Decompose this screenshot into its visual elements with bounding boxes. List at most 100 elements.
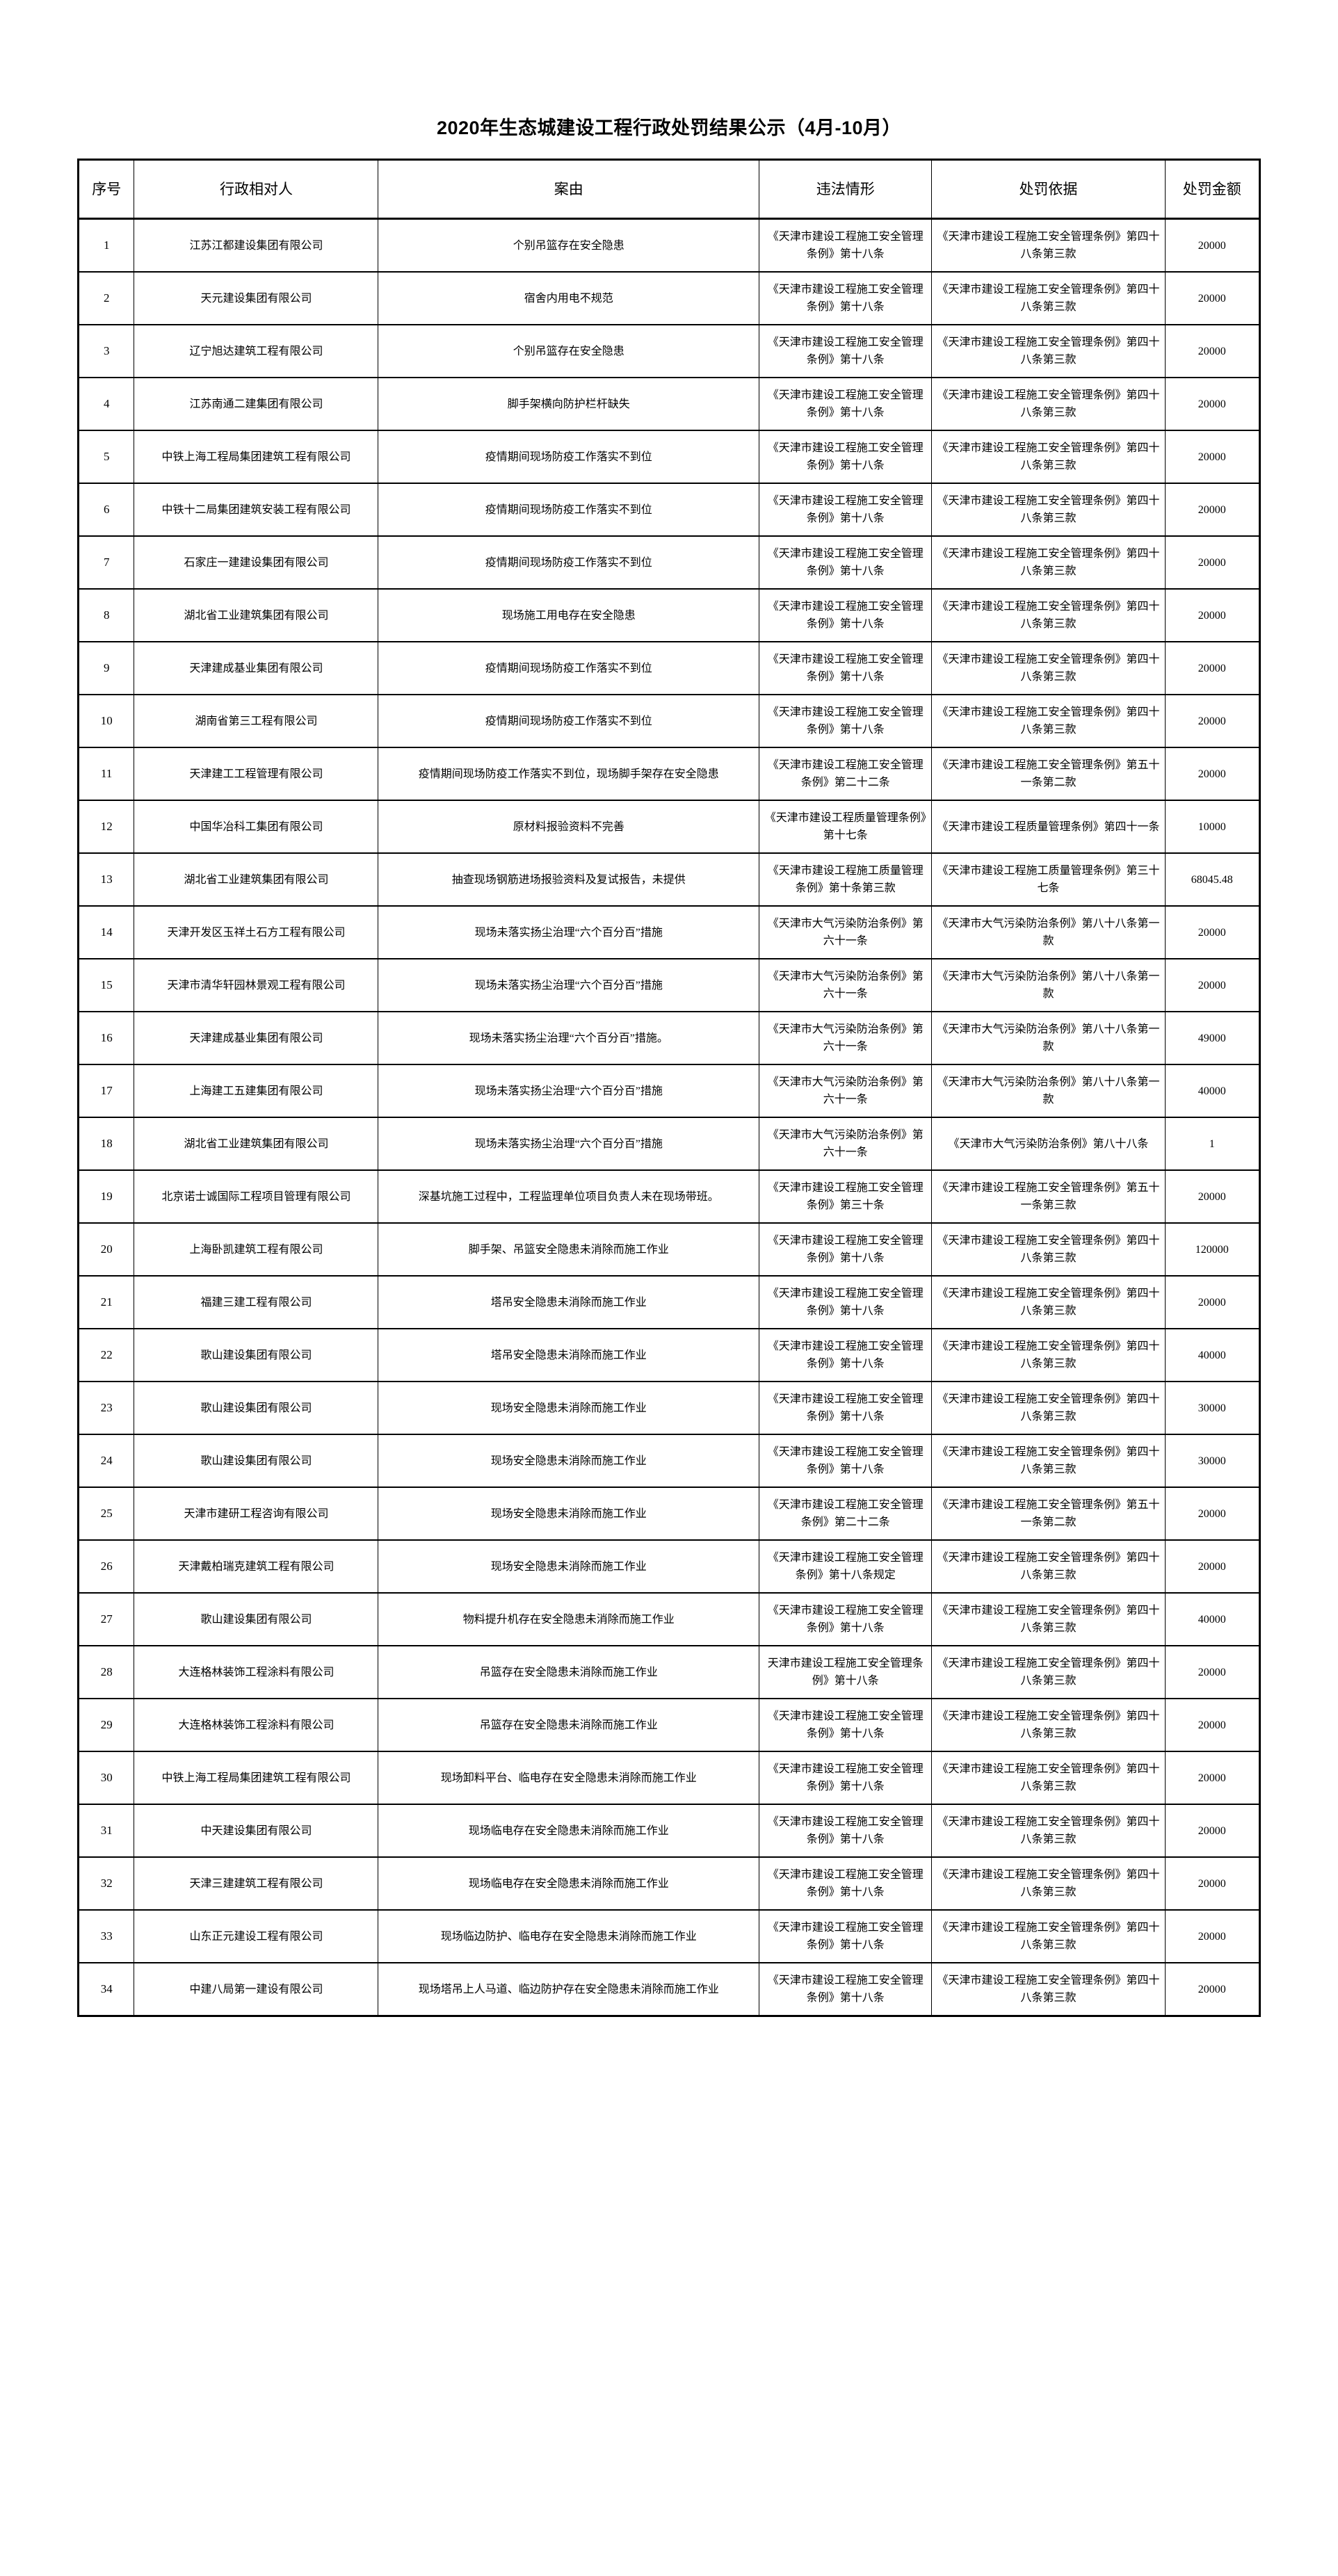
- cell-reason: 现场临电存在安全隐患未消除而施工作业: [378, 1804, 760, 1858]
- cell-violation: 《天津市建设工程施工安全管理条例》第三十条: [759, 1169, 933, 1224]
- cell-violation: 《天津市大气污染防治条例》第六十一条: [759, 1064, 933, 1118]
- cell-basis: 《天津市建设工程施工安全管理条例》第四十八条第三款: [931, 1962, 1166, 2017]
- table-row: 19 北京诺士诚国际工程项目管理有限公司 深基坑施工过程中，工程监理单位项目负责人未…: [77, 1169, 1261, 1224]
- cell-basis: 《天津市建设工程施工安全管理条例》第四十八条第三款: [931, 1539, 1166, 1594]
- cell-amount: 30000: [1164, 1381, 1261, 1435]
- cell-reason: 现场施工用电存在安全隐患: [378, 588, 760, 642]
- cell-basis: 《天津市建设工程施工安全管理条例》第四十八条第三款: [931, 1381, 1166, 1435]
- cell-party: 北京诺士诚国际工程项目管理有限公司: [134, 1169, 379, 1224]
- cell-party: 山东正元建设工程有限公司: [134, 1909, 379, 1963]
- cell-party: 中铁十二局集团建筑安装工程有限公司: [134, 483, 379, 537]
- cell-amount: 20000: [1164, 1909, 1261, 1963]
- cell-amount: 68045.48: [1164, 852, 1261, 907]
- cell-no: 3: [77, 324, 135, 378]
- cell-no: 5: [77, 430, 135, 484]
- cell-basis: 《天津市建设工程施工安全管理条例》第四十八条第三款: [931, 694, 1166, 748]
- cell-reason: 疫情期间现场防疫工作落实不到位: [378, 430, 760, 484]
- cell-violation: 《天津市建设工程施工安全管理条例》第十八条: [759, 1275, 933, 1329]
- cell-violation: 《天津市建设工程施工安全管理条例》第十八条: [759, 377, 933, 431]
- table-row: 2 天元建设集团有限公司 宿舍内用电不规范 《天津市建设工程施工安全管理条例》第十八条…: [77, 271, 1261, 325]
- cell-basis: 《天津市建设工程施工安全管理条例》第四十八条第三款: [931, 1751, 1166, 1805]
- cell-party: 天元建设集团有限公司: [134, 271, 379, 325]
- cell-violation: 《天津市建设工程施工安全管理条例》第二十二条: [759, 747, 933, 801]
- cell-basis: 《天津市建设工程施工安全管理条例》第四十八条第三款: [931, 1222, 1166, 1277]
- cell-reason: 现场塔吊上人马道、临边防护存在安全隐患未消除而施工作业: [378, 1962, 760, 2017]
- cell-amount: 10000: [1164, 800, 1261, 854]
- cell-reason: 现场临电存在安全隐患未消除而施工作业: [378, 1856, 760, 1911]
- cell-amount: 20000: [1164, 1539, 1261, 1594]
- cell-no: 23: [77, 1381, 135, 1435]
- cell-violation: 《天津市建设工程施工安全管理条例》第十八条: [759, 430, 933, 484]
- table-row: 7 石家庄一建建设集团有限公司 疫情期间现场防疫工作落实不到位 《天津市建设工程施工安…: [77, 535, 1261, 590]
- cell-violation: 《天津市建设工程施工安全管理条例》第十八条: [759, 483, 933, 537]
- cell-violation: 《天津市建设工程施工安全管理条例》第十八条: [759, 1856, 933, 1911]
- table-row: 4 江苏南通二建集团有限公司 脚手架横向防护栏杆缺失 《天津市建设工程施工安全管理条例…: [77, 377, 1261, 431]
- cell-amount: 20000: [1164, 1962, 1261, 2017]
- cell-no: 15: [77, 958, 135, 1012]
- cell-reason: 塔吊安全隐患未消除而施工作业: [378, 1328, 760, 1382]
- cell-party: 天津戴柏瑞克建筑工程有限公司: [134, 1539, 379, 1594]
- column-header-amount: 处罚金额: [1164, 159, 1261, 220]
- cell-violation: 《天津市建设工程施工安全管理条例》第十八条: [759, 324, 933, 378]
- cell-basis: 《天津市建设工程施工安全管理条例》第四十八条第三款: [931, 1909, 1166, 1963]
- table-row: 9 天津建成基业集团有限公司 疫情期间现场防疫工作落实不到位 《天津市建设工程施工安全…: [77, 641, 1261, 695]
- cell-amount: 40000: [1164, 1328, 1261, 1382]
- cell-violation: 《天津市大气污染防治条例》第六十一条: [759, 905, 933, 959]
- cell-violation: 《天津市建设工程施工安全管理条例》第十八条规定: [759, 1539, 933, 1594]
- cell-violation: 《天津市建设工程施工安全管理条例》第十八条: [759, 588, 933, 642]
- table-row: 34 中建八局第一建设有限公司 现场塔吊上人马道、临边防护存在安全隐患未消除而施工作…: [77, 1962, 1261, 2017]
- table-row: 29 大连格林装饰工程涂料有限公司 吊篮存在安全隐患未消除而施工作业 《天津市建设工程…: [77, 1698, 1261, 1752]
- table-row: 15 天津市清华轩园林景观工程有限公司 现场未落实扬尘治理“六个百分百”措施 《天津市…: [77, 958, 1261, 1012]
- cell-violation: 《天津市建设工程施工安全管理条例》第十八条: [759, 1804, 933, 1858]
- cell-amount: 20000: [1164, 905, 1261, 959]
- cell-party: 上海建工五建集团有限公司: [134, 1064, 379, 1118]
- cell-reason: 吊篮存在安全隐患未消除而施工作业: [378, 1645, 760, 1699]
- table-row: 23 歌山建设集团有限公司 现场安全隐患未消除而施工作业 《天津市建设工程施工安全管理…: [77, 1381, 1261, 1435]
- cell-party: 中天建设集团有限公司: [134, 1804, 379, 1858]
- table-row: 33 山东正元建设工程有限公司 现场临边防护、临电存在安全隐患未消除而施工作业 《天津…: [77, 1909, 1261, 1963]
- cell-basis: 《天津市建设工程施工安全管理条例》第四十八条第三款: [931, 218, 1166, 273]
- cell-reason: 吊篮存在安全隐患未消除而施工作业: [378, 1698, 760, 1752]
- cell-no: 21: [77, 1275, 135, 1329]
- cell-no: 19: [77, 1169, 135, 1224]
- table-row: 18 湖北省工业建筑集团有限公司 现场未落实扬尘治理“六个百分百”措施 《天津市大气污…: [77, 1117, 1261, 1171]
- cell-no: 18: [77, 1117, 135, 1171]
- cell-no: 25: [77, 1487, 135, 1541]
- cell-reason: 现场未落实扬尘治理“六个百分百”措施: [378, 1064, 760, 1118]
- cell-reason: 现场安全隐患未消除而施工作业: [378, 1487, 760, 1541]
- cell-amount: 20000: [1164, 1169, 1261, 1224]
- cell-reason: 深基坑施工过程中，工程监理单位项目负责人未在现场带班。: [378, 1169, 760, 1224]
- table-row: 26 天津戴柏瑞克建筑工程有限公司 现场安全隐患未消除而施工作业 《天津市建设工程施工…: [77, 1539, 1261, 1594]
- cell-no: 33: [77, 1909, 135, 1963]
- cell-no: 32: [77, 1856, 135, 1911]
- cell-party: 中建八局第一建设有限公司: [134, 1962, 379, 2017]
- cell-reason: 塔吊安全隐患未消除而施工作业: [378, 1275, 760, 1329]
- cell-reason: 现场安全隐患未消除而施工作业: [378, 1539, 760, 1594]
- cell-reason: 疫情期间现场防疫工作落实不到位，现场脚手架存在安全隐患: [378, 747, 760, 801]
- cell-basis: 《天津市建设工程施工安全管理条例》第五十一条第三款: [931, 1169, 1166, 1224]
- cell-amount: 20000: [1164, 535, 1261, 590]
- cell-no: 26: [77, 1539, 135, 1594]
- cell-reason: 疫情期间现场防疫工作落实不到位: [378, 535, 760, 590]
- cell-party: 江苏江都建设集团有限公司: [134, 218, 379, 273]
- table-row: 11 天津建工工程管理有限公司 疫情期间现场防疫工作落实不到位，现场脚手架存在安全隐…: [77, 747, 1261, 801]
- table-row: 16 天津建成基业集团有限公司 现场未落实扬尘治理“六个百分百”措施。 《天津市大气污…: [77, 1011, 1261, 1065]
- cell-no: 17: [77, 1064, 135, 1118]
- cell-no: 10: [77, 694, 135, 748]
- cell-reason: 脚手架横向防护栏杆缺失: [378, 377, 760, 431]
- cell-basis: 《天津市大气污染防治条例》第八十八条第一款: [931, 905, 1166, 959]
- cell-no: 30: [77, 1751, 135, 1805]
- cell-amount: 20000: [1164, 1804, 1261, 1858]
- table-row: 31 中天建设集团有限公司 现场临电存在安全隐患未消除而施工作业 《天津市建设工程施工…: [77, 1804, 1261, 1858]
- cell-amount: 20000: [1164, 641, 1261, 695]
- cell-party: 江苏南通二建集团有限公司: [134, 377, 379, 431]
- cell-reason: 原材料报验资料不完善: [378, 800, 760, 854]
- cell-basis: 《天津市建设工程施工安全管理条例》第四十八条第三款: [931, 1804, 1166, 1858]
- cell-amount: 30000: [1164, 1434, 1261, 1488]
- cell-amount: 20000: [1164, 1698, 1261, 1752]
- table-row: 20 上海卧凯建筑工程有限公司 脚手架、吊篮安全隐患未消除而施工作业 《天津市建设工程…: [77, 1222, 1261, 1277]
- column-header-reason: 案由: [378, 159, 760, 220]
- table-row: 30 中铁上海工程局集团建筑工程有限公司 现场卸料平台、临电存在安全隐患未消除而施工…: [77, 1751, 1261, 1805]
- cell-party: 天津市建研工程咨询有限公司: [134, 1487, 379, 1541]
- cell-basis: 《天津市建设工程施工安全管理条例》第四十八条第三款: [931, 483, 1166, 537]
